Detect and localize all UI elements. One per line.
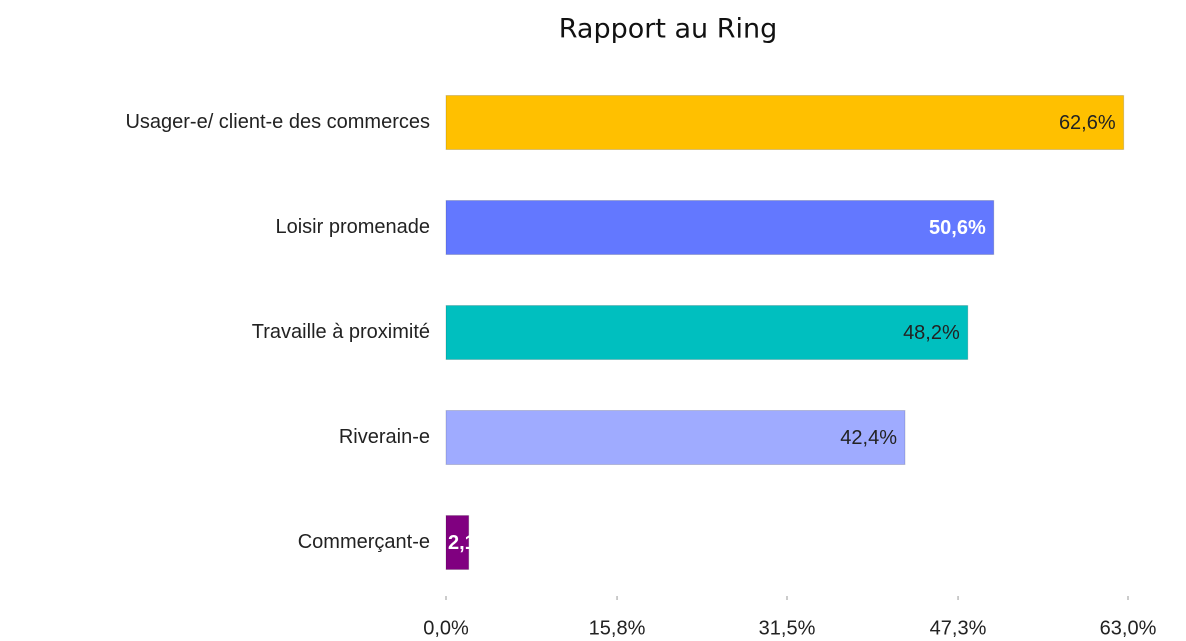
x-tick-label: 15,8% xyxy=(589,617,646,639)
value-label: 50,6% xyxy=(929,217,986,239)
category-label: Travaille à proximité xyxy=(252,321,430,343)
value-label: 2,1% xyxy=(448,532,494,554)
category-label: Riverain-e xyxy=(339,426,430,448)
bar xyxy=(445,515,470,570)
value-label: 48,2% xyxy=(903,322,960,344)
x-tick-label: 47,3% xyxy=(930,617,987,639)
value-label: 42,4% xyxy=(840,427,897,449)
bar xyxy=(445,410,906,465)
category-label: Usager-e/ client-e des commerces xyxy=(125,111,430,133)
x-tick-label: 63,0% xyxy=(1100,617,1157,639)
category-label: Loisir promenade xyxy=(275,216,430,238)
bar xyxy=(445,95,1125,150)
category-label: Commerçant-e xyxy=(298,531,430,553)
x-tick-label: 31,5% xyxy=(759,617,816,639)
bar xyxy=(445,305,969,360)
chart-title: Rapport au Ring xyxy=(559,14,778,45)
bar xyxy=(445,200,995,255)
value-label: 62,6% xyxy=(1059,112,1116,134)
x-tick-label: 0,0% xyxy=(423,617,469,639)
